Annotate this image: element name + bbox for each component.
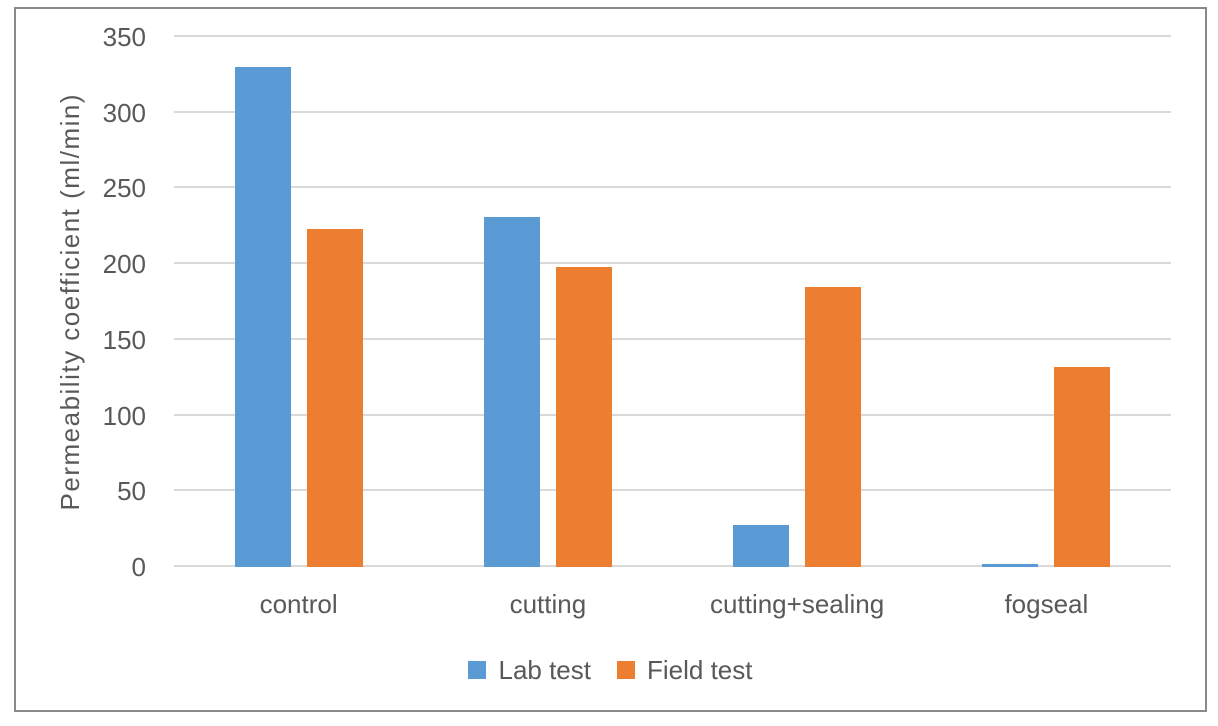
y-tick-label-350: 350 xyxy=(102,22,146,52)
legend-item-field-test: Field test xyxy=(617,654,753,686)
chart-frame: Permeability coefficient (ml/min) 0 50 100… xyxy=(14,7,1207,712)
legend-swatch-field-test xyxy=(617,661,635,679)
y-tick-label-200: 200 xyxy=(102,249,146,280)
y-tick-label-100: 100 xyxy=(102,400,146,431)
y-tick-label-250: 250 xyxy=(102,173,146,204)
gridline-0 xyxy=(174,565,1171,567)
bar-lab-test-cutting-sealing xyxy=(733,524,790,567)
x-category-label-control: control xyxy=(259,589,338,619)
bar-field-test-fogseal xyxy=(1054,367,1111,567)
y-tick-label-150: 150 xyxy=(102,324,146,355)
bar-lab-test-fogseal xyxy=(982,563,1039,567)
gridline-150 xyxy=(174,337,1171,340)
gridline-200 xyxy=(174,262,1171,265)
gridline-350 xyxy=(174,35,1171,37)
legend-label-lab-test: Lab test xyxy=(498,655,591,685)
gridline-300 xyxy=(174,110,1171,113)
legend-label-field-test: Field test xyxy=(647,655,753,685)
bar-field-test-control xyxy=(306,229,363,567)
y-axis-tick-labels: 0 50 100 150 200 250 300 350 xyxy=(16,23,146,581)
gridline-50 xyxy=(174,489,1171,492)
bar-lab-test-control xyxy=(234,67,291,567)
y-tick-label-50: 50 xyxy=(117,476,146,507)
gridline-100 xyxy=(174,413,1171,416)
gridline-250 xyxy=(174,186,1171,189)
legend-item-lab-test: Lab test xyxy=(468,654,591,686)
legend: Lab test Field test xyxy=(16,654,1205,686)
bar-field-test-cutting xyxy=(555,267,612,567)
x-axis-category-labels: control cutting cutting+sealing fogseal xyxy=(174,587,1171,621)
legend-swatch-lab-test xyxy=(468,661,487,679)
x-category-label-cutting: cutting xyxy=(509,589,587,619)
x-category-label-fogseal: fogseal xyxy=(1004,589,1089,619)
plot-area xyxy=(174,35,1171,567)
bar-field-test-cutting-sealing xyxy=(805,286,862,567)
x-category-label-cutting-sealing: cutting+sealing xyxy=(710,589,885,619)
bar-lab-test-cutting xyxy=(483,217,540,567)
y-tick-label-0: 0 xyxy=(131,552,146,582)
y-tick-label-300: 300 xyxy=(102,97,146,128)
